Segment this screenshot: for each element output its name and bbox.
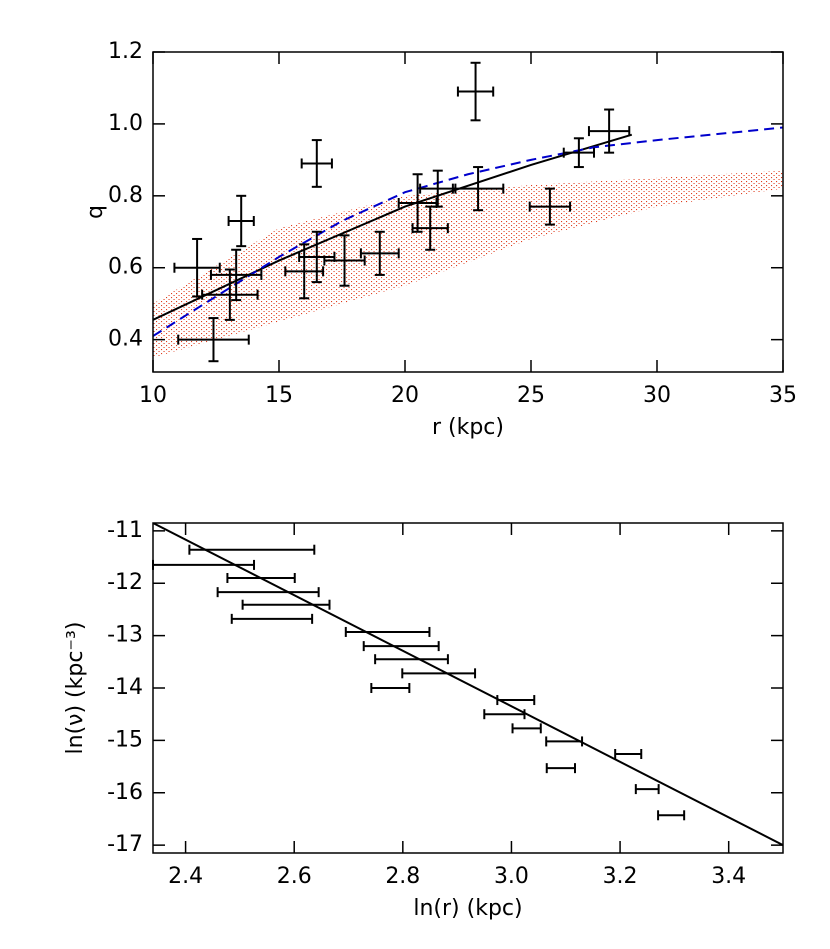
x-tick-label: 2.8 <box>385 864 420 889</box>
y-tick-label: -14 <box>107 675 143 700</box>
y-tick-label: 0.8 <box>108 183 143 208</box>
x-axis-label: r (kpc) <box>432 415 504 440</box>
x-tick-label: 25 <box>517 383 545 408</box>
x-tick-label: 20 <box>391 383 419 408</box>
y-tick-label: 1.2 <box>108 39 143 64</box>
y-tick-label: -16 <box>107 780 143 805</box>
model-curve <box>153 523 783 847</box>
y-tick-label: -12 <box>107 570 143 595</box>
x-tick-label: 2.6 <box>277 864 312 889</box>
y-tick-label: -15 <box>107 727 143 752</box>
x-tick-label: 2.4 <box>168 864 203 889</box>
y-axis-label: q <box>83 205 108 219</box>
y-tick-label: 0.4 <box>108 327 143 352</box>
x-tick-label: 15 <box>265 383 293 408</box>
x-axis-label: ln(r) (kpc) <box>413 896 522 921</box>
x-tick-label: 3.4 <box>711 864 746 889</box>
y-tick-label: 0.6 <box>108 255 143 280</box>
y-tick-label: 1.0 <box>108 111 143 136</box>
y-axis-label: ln(ν) (kpc⁻³) <box>63 622 88 755</box>
x-tick-label: 3.0 <box>494 864 529 889</box>
y-tick-label: -17 <box>107 832 143 857</box>
model-cloud <box>153 170 783 358</box>
model-curve <box>153 126 783 337</box>
x-tick-label: 30 <box>643 383 671 408</box>
plot-frame <box>152 51 784 373</box>
x-tick-label: 35 <box>769 383 797 408</box>
y-tick-label: -11 <box>107 518 143 543</box>
plot-frame <box>152 522 784 854</box>
x-tick-label: 10 <box>139 383 167 408</box>
plot-area <box>153 523 783 847</box>
plot-area <box>153 126 783 358</box>
x-tick-label: 3.2 <box>603 864 638 889</box>
y-tick-label: -13 <box>107 623 143 648</box>
